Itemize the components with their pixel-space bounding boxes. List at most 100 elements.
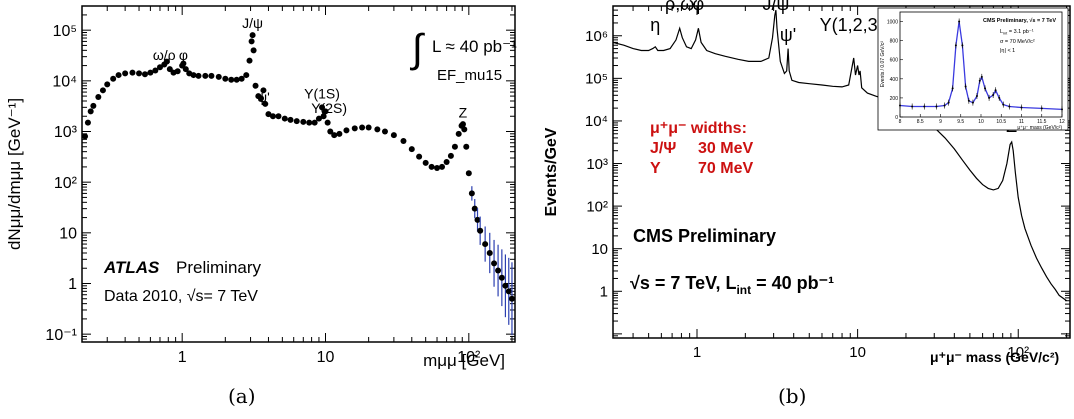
inset-data-point bbox=[943, 104, 946, 107]
data-point bbox=[129, 69, 136, 76]
resonance-label: φ bbox=[693, 0, 705, 14]
inset-y-tick-label: 0 bbox=[895, 115, 898, 121]
inset-data-point bbox=[971, 101, 974, 104]
inset-x-axis: 8 8.5 9 9.5 10 10.5 11 11.5 12 bbox=[899, 114, 1065, 125]
data-point bbox=[319, 104, 326, 111]
inset-lumi-value: = 3.1 pb⁻¹ bbox=[1007, 29, 1033, 35]
y-tick-label-b: 10⁴ bbox=[585, 113, 608, 130]
resonance-label: ψ' bbox=[257, 89, 270, 105]
data-point bbox=[95, 93, 102, 100]
inset-data-point bbox=[911, 105, 914, 108]
inset-x-tick-label: 10 bbox=[978, 119, 984, 125]
y-tick-label-a: 10² bbox=[54, 175, 78, 192]
data-point bbox=[400, 137, 407, 144]
data-point bbox=[336, 130, 343, 137]
data-point bbox=[208, 72, 215, 79]
data-point bbox=[300, 118, 307, 125]
inset-lumi-sub: int bbox=[1003, 31, 1008, 36]
y-tick-label-b: 10⁶ bbox=[585, 28, 608, 45]
data-point bbox=[416, 153, 423, 160]
data-point bbox=[439, 163, 446, 170]
width-value-2: 70 MeV bbox=[698, 160, 753, 177]
inset-data-points bbox=[899, 18, 1063, 113]
data-point bbox=[390, 132, 397, 139]
data-point bbox=[249, 32, 256, 39]
data-point bbox=[477, 227, 484, 234]
inset-x-axis-title: μ⁺μ⁻ mass (GeV/c²) bbox=[1017, 125, 1062, 131]
resonance-label: Υ(1,2,3S) bbox=[820, 15, 896, 35]
data-point bbox=[502, 282, 509, 289]
data-point bbox=[293, 118, 300, 125]
inset-data-point bbox=[992, 94, 995, 97]
data-point bbox=[222, 75, 229, 82]
data-point bbox=[315, 115, 322, 122]
inset-data-point bbox=[954, 44, 957, 47]
data-point bbox=[287, 116, 294, 123]
y-tick-label-b: 10³ bbox=[586, 156, 608, 173]
inset-legend-line-2: σ = 70 MeV/c² bbox=[1000, 39, 1035, 45]
status-label-a: Preliminary bbox=[176, 258, 262, 277]
inset-y-axis: 0 200 400 600 800 1000 bbox=[887, 20, 903, 121]
data-point bbox=[461, 126, 468, 133]
data-point bbox=[174, 68, 181, 75]
experiment-label-a: ATLAS bbox=[103, 258, 160, 277]
data-points-a bbox=[82, 32, 515, 336]
inset-data-point bbox=[984, 87, 987, 90]
resonance-label: ψ' bbox=[780, 25, 796, 45]
data-point bbox=[324, 119, 331, 126]
inset-y-tick-label: 800 bbox=[890, 39, 899, 45]
inset-y-tick-label: 200 bbox=[890, 96, 899, 102]
x-tick-label-b: 10 bbox=[849, 344, 866, 361]
inset-data-point bbox=[975, 95, 978, 97]
data-point bbox=[233, 76, 240, 83]
x-tick-label-a: 1 bbox=[178, 349, 187, 366]
data-point bbox=[351, 125, 358, 132]
resonance-labels-a: ω/ρ φ J/ψ ψ' Υ(1S)Υ(2S) Z bbox=[153, 15, 468, 120]
data-point bbox=[443, 159, 450, 166]
width-value-1: 30 MeV bbox=[698, 140, 753, 157]
data-point bbox=[136, 70, 143, 77]
data-point bbox=[250, 47, 257, 54]
data-point bbox=[260, 87, 267, 94]
data-point bbox=[331, 132, 338, 139]
data-point bbox=[434, 165, 441, 172]
data-point bbox=[262, 100, 269, 107]
inset-y-tick-label: 1000 bbox=[887, 20, 898, 26]
inset-data-point bbox=[923, 105, 926, 108]
experiment-label-b: CMS Preliminary bbox=[633, 226, 776, 246]
data-point bbox=[468, 190, 475, 197]
inset-upsilon-plot: 0 200 400 600 800 1000 8 8.5 9 9.5 10 10.5 11 11.5 12… bbox=[877, 7, 1069, 131]
panel-caption-a: (a) bbox=[228, 384, 256, 408]
data-point bbox=[252, 82, 259, 89]
data-point bbox=[495, 267, 502, 274]
data-label-a: Data 2010, √s= 7 TeV bbox=[104, 288, 258, 305]
data-point bbox=[238, 75, 245, 82]
width-particle-1: J/Ψ bbox=[650, 140, 676, 157]
data-point bbox=[228, 76, 235, 83]
trigger-label: EF_mu15 bbox=[437, 67, 502, 84]
data-point bbox=[152, 67, 159, 74]
inset-x-tick-label: 9 bbox=[939, 119, 942, 125]
inset-x-tick-label: 10.5 bbox=[996, 119, 1006, 125]
resonance-label: J/ψ bbox=[762, 0, 789, 14]
resonance-label: Υ(2S) bbox=[311, 100, 347, 116]
data-point bbox=[115, 72, 122, 79]
inset-data-point bbox=[964, 85, 967, 88]
data-point bbox=[202, 72, 209, 79]
mass-spectrum-line-b bbox=[612, 9, 1067, 302]
data-point bbox=[122, 70, 129, 77]
width-particle-2: Υ bbox=[650, 160, 661, 177]
data-point bbox=[190, 72, 197, 79]
inset-data-point bbox=[1040, 107, 1043, 110]
data-point bbox=[359, 124, 366, 131]
inset-data-point bbox=[961, 44, 964, 47]
data-point bbox=[163, 58, 170, 65]
panel-caption-b: (b) bbox=[778, 384, 807, 408]
inset-y-axis-title: Events / 0.07 GeV/c² bbox=[880, 41, 886, 87]
x-axis-title-b: μ⁺μ⁻ mass (GeV/c²) bbox=[930, 349, 1059, 365]
inset-x-tick-label: 9.5 bbox=[957, 119, 964, 125]
resonance-label: η bbox=[650, 15, 660, 35]
data-point bbox=[248, 38, 255, 45]
panel-a: 10⁻¹ 1 10 10² 10³ 10⁴ 10⁵ 1 10 10² ω/ρ φ J/ψ ψ' Υ(1S… bbox=[5, 5, 517, 370]
